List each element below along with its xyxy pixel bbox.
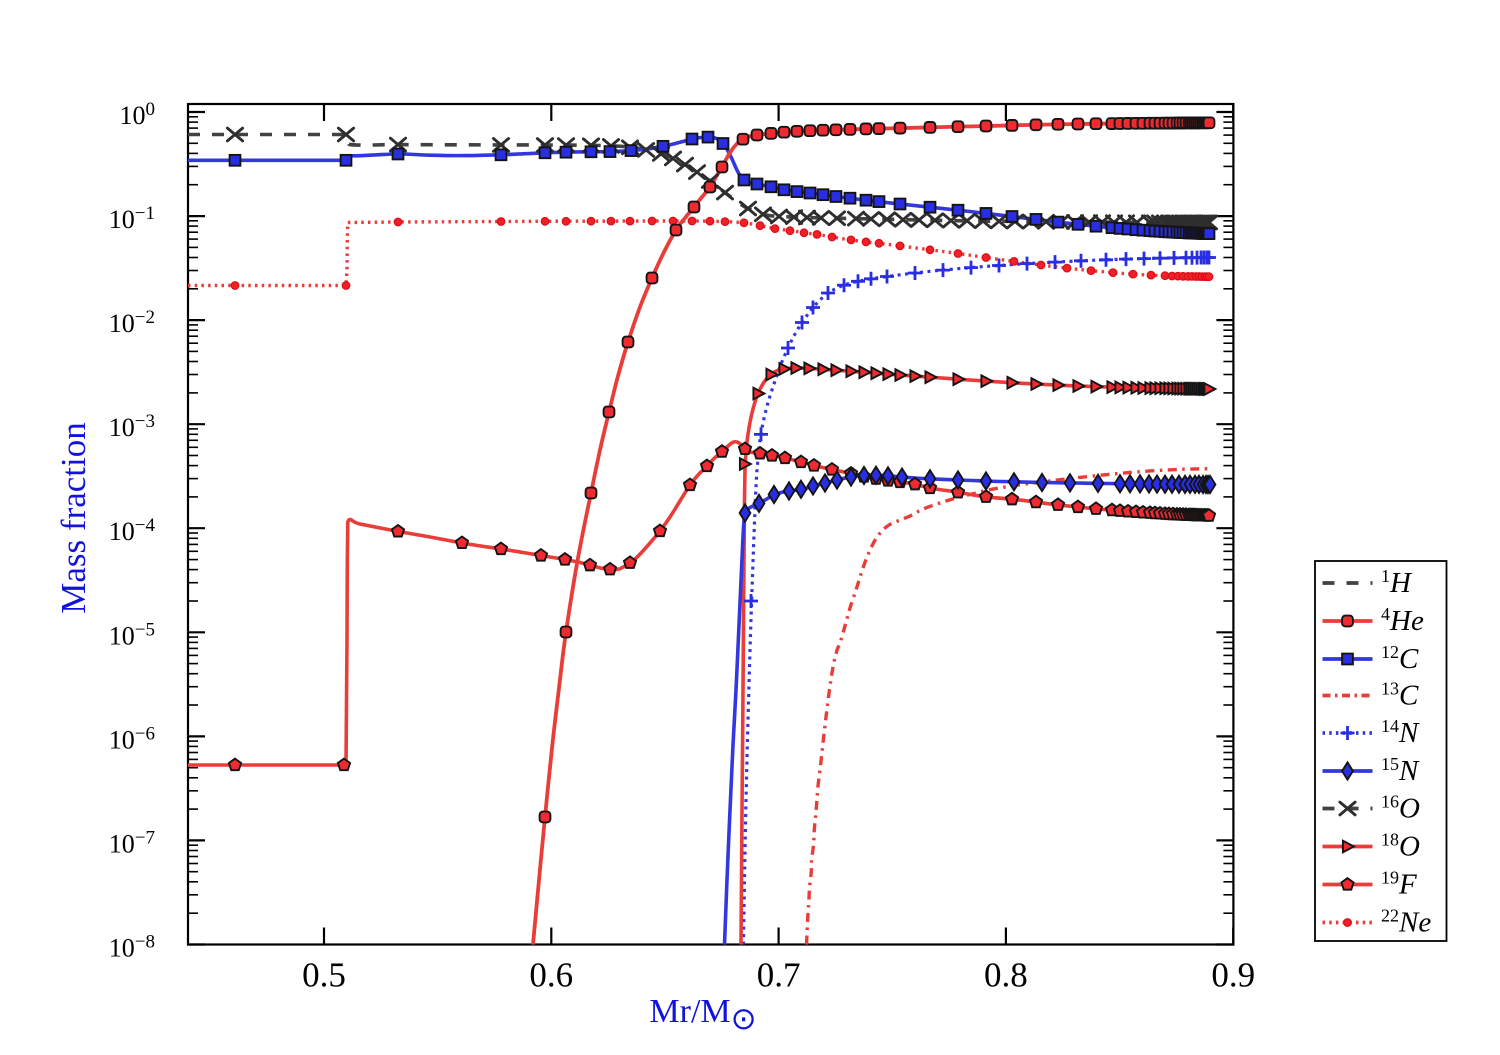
svg-text:0.5: 0.5 bbox=[302, 956, 346, 995]
svg-text:15N: 15N bbox=[1381, 754, 1420, 787]
svg-text:10−1: 10−1 bbox=[109, 203, 155, 234]
svg-text:Mr/M⊙: Mr/M⊙ bbox=[649, 993, 756, 1036]
svg-text:12C: 12C bbox=[1381, 642, 1419, 675]
svg-text:0.8: 0.8 bbox=[984, 956, 1028, 995]
svg-text:4He: 4He bbox=[1381, 604, 1424, 637]
svg-text:1H: 1H bbox=[1381, 566, 1413, 599]
svg-text:14N: 14N bbox=[1381, 716, 1420, 749]
svg-text:0.6: 0.6 bbox=[529, 956, 573, 995]
svg-text:0.9: 0.9 bbox=[1211, 956, 1255, 995]
svg-text:13C: 13C bbox=[1381, 679, 1419, 712]
svg-text:0.7: 0.7 bbox=[757, 956, 801, 995]
svg-text:Mass fraction: Mass fraction bbox=[54, 422, 93, 613]
svg-text:19F: 19F bbox=[1381, 868, 1417, 901]
svg-text:16O: 16O bbox=[1381, 792, 1420, 825]
svg-text:22Ne: 22Ne bbox=[1381, 906, 1431, 939]
svg-text:18O: 18O bbox=[1381, 830, 1420, 863]
